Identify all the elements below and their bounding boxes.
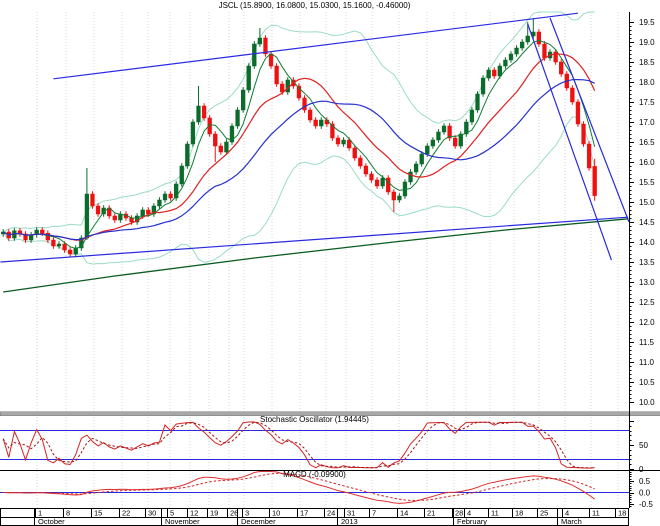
svg-text:3: 3	[245, 509, 249, 518]
svg-text:22: 22	[122, 509, 130, 518]
svg-text:30: 30	[148, 509, 156, 518]
svg-text:4: 4	[565, 509, 569, 518]
svg-text:17: 17	[300, 509, 308, 518]
svg-text:10.5: 10.5	[639, 378, 655, 387]
svg-text:11.0: 11.0	[639, 358, 655, 367]
svg-text:0.0: 0.0	[639, 489, 651, 498]
svg-text:1: 1	[38, 509, 42, 518]
svg-text:12.0: 12.0	[639, 318, 655, 327]
svg-text:2013: 2013	[341, 517, 358, 526]
svg-text:10.0: 10.0	[639, 398, 655, 407]
svg-text:14.0: 14.0	[639, 238, 655, 247]
svg-text:-0.5: -0.5	[639, 500, 653, 509]
svg-text:16.5: 16.5	[639, 138, 655, 147]
svg-text:0.5: 0.5	[639, 477, 651, 486]
svg-text:31: 31	[347, 509, 355, 518]
svg-text:21: 21	[427, 509, 435, 518]
svg-text:16.0: 16.0	[639, 158, 655, 167]
svg-text:11: 11	[491, 509, 499, 518]
svg-text:18.0: 18.0	[639, 78, 655, 87]
svg-text:25: 25	[540, 509, 548, 518]
svg-text:15: 15	[94, 509, 102, 518]
svg-text:7: 7	[372, 509, 376, 518]
svg-text:28: 28	[455, 509, 463, 518]
svg-text:14: 14	[400, 509, 408, 518]
svg-text:12: 12	[190, 509, 198, 518]
svg-text:17.5: 17.5	[639, 98, 655, 107]
svg-text:15.5: 15.5	[639, 178, 655, 187]
svg-text:13.5: 13.5	[639, 258, 655, 267]
svg-text:December: December	[241, 517, 276, 526]
svg-text:19.0: 19.0	[639, 38, 655, 47]
svg-text:February: February	[457, 517, 487, 526]
svg-text:5: 5	[170, 509, 174, 518]
svg-text:19.5: 19.5	[639, 18, 655, 27]
svg-text:19: 19	[210, 509, 218, 518]
svg-text:11: 11	[592, 509, 600, 518]
svg-text:8: 8	[66, 509, 70, 518]
svg-text:11.5: 11.5	[639, 338, 655, 347]
svg-text:4: 4	[467, 509, 471, 518]
svg-text:March: March	[561, 517, 582, 526]
svg-text:26: 26	[230, 509, 238, 518]
svg-text:10: 10	[272, 509, 280, 518]
svg-text:13.0: 13.0	[639, 278, 655, 287]
svg-text:17.0: 17.0	[639, 118, 655, 127]
svg-text:50: 50	[639, 441, 648, 450]
svg-text:14.5: 14.5	[639, 218, 655, 227]
svg-text:November: November	[165, 517, 200, 526]
chart-title: JSCL (15.8900, 16.0800, 15.0300, 15.1600…	[218, 1, 411, 10]
svg-text:18: 18	[515, 509, 523, 518]
svg-text:October: October	[38, 517, 65, 526]
svg-text:18: 18	[618, 509, 626, 518]
svg-text:0: 0	[639, 465, 644, 474]
svg-text:24: 24	[327, 509, 335, 518]
svg-text:12.5: 12.5	[639, 298, 655, 307]
svg-text:15.0: 15.0	[639, 198, 655, 207]
svg-text:18.5: 18.5	[639, 58, 655, 67]
